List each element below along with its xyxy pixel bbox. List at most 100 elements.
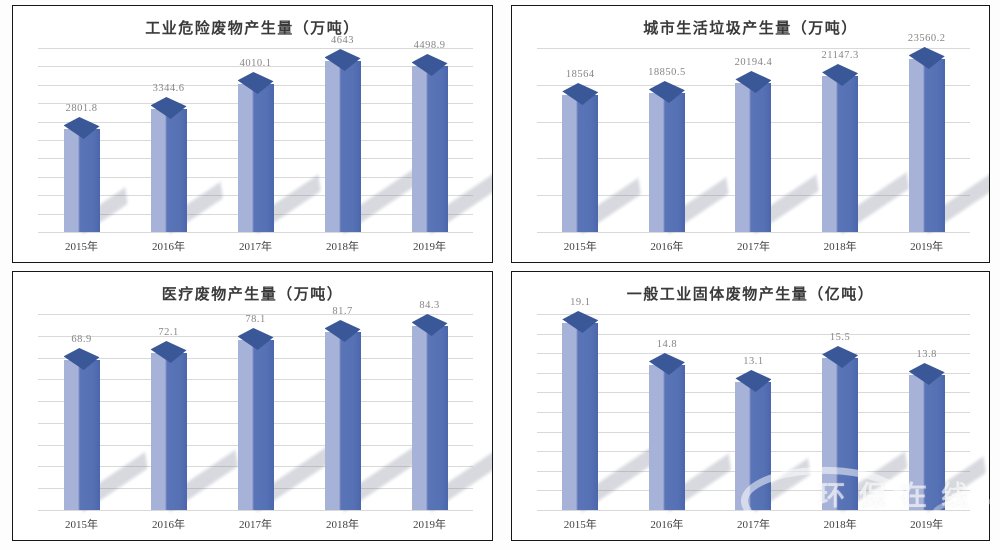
x-axis-label: 2017年	[239, 241, 272, 253]
gridline	[537, 48, 970, 49]
gridline	[537, 333, 970, 335]
x-axis-label: 2016年	[152, 519, 185, 531]
bar-2018年: 21147.3	[821, 50, 910, 234]
bar-front-face	[648, 365, 685, 510]
value-label: 13.8	[916, 349, 937, 360]
bar-2019年: 84.3	[411, 300, 492, 512]
value-label: 4498.9	[413, 40, 446, 51]
bar-front-face	[648, 93, 685, 232]
bar-front-face	[324, 61, 361, 232]
bar-front-face	[822, 76, 859, 232]
chart-title: 医疗废物产生量（万吨）	[161, 287, 344, 303]
gridline	[38, 48, 473, 49]
bar-slot: 3344.6 2016年	[125, 48, 224, 253]
bar-2019年: 23560.2	[908, 33, 989, 234]
x-axis-label: 2019年	[910, 519, 944, 531]
bar-front-face	[150, 353, 187, 510]
bar-front-face	[822, 358, 859, 510]
bar-2016年: 72.1	[150, 327, 239, 512]
value-label: 72.1	[158, 327, 179, 338]
bar-front-face	[324, 332, 361, 510]
bar-2015年: 19.1	[562, 297, 663, 512]
bar-slot: 78.1 2017年	[212, 314, 331, 531]
x-axis-label: 2015年	[563, 241, 597, 253]
bar-slot: 4643 2018年	[299, 35, 419, 253]
bar-slot: 4010.1 2017年	[212, 48, 322, 253]
value-label: 4010.1	[239, 58, 272, 69]
gridline	[38, 314, 473, 315]
bar-front-face	[150, 109, 187, 232]
bar-slot: 13.8 2019年	[883, 314, 987, 531]
bar-slot: 68.9 2015年	[38, 314, 148, 531]
bar-2018年: 81.7	[324, 306, 422, 512]
bar-front-face	[63, 360, 100, 510]
chart-plot: 19.1 2015年 14.8 2016年 13.1 2017年 15.5 2018年 13.8…	[537, 297, 987, 531]
x-axis-label: 2017年	[736, 241, 770, 253]
x-axis-label: 2019年	[413, 519, 446, 531]
bar-slot: 20194.4 2017年	[710, 48, 820, 253]
bar-2017年: 78.1	[237, 314, 331, 512]
x-axis-label: 2018年	[823, 519, 857, 531]
bar-front-face	[237, 84, 274, 232]
value-label: 4643	[331, 35, 354, 46]
bar-2018年: 4643	[324, 35, 419, 234]
bars: 2801.8 2015年 3344.6 2016年 4010.1 2017年 4643 201…	[38, 35, 492, 253]
bar-front-face	[735, 382, 772, 510]
value-label: 23560.2	[907, 33, 946, 44]
gridline	[537, 314, 970, 315]
x-axis-label: 2017年	[239, 519, 272, 531]
value-label: 21147.3	[821, 50, 859, 61]
x-axis-label: 2018年	[326, 519, 359, 531]
bar-2016年: 18850.5	[648, 67, 729, 234]
bar-2019年: 4498.9	[411, 40, 492, 234]
value-label: 3344.6	[152, 83, 185, 94]
bar-2018年: 15.5	[822, 332, 908, 512]
bar-slot: 72.1 2016年	[125, 314, 239, 531]
bar-2016年: 3344.6	[150, 83, 224, 234]
x-axis-label: 2019年	[910, 241, 944, 253]
value-label: 20194.4	[734, 57, 773, 68]
bar-front-face	[63, 129, 100, 232]
bar-slot: 21147.3 2018年	[797, 48, 910, 253]
charts-grid: 工业危险废物产生量（万吨） 2801.8 2015年 3344.6 2016年 4010…	[12, 5, 990, 541]
x-axis-label: 2018年	[823, 241, 857, 253]
gridline	[537, 232, 970, 233]
bar-front-face	[411, 326, 448, 510]
value-label: 2801.8	[65, 103, 98, 114]
bar-slot: 2801.8 2015年	[38, 48, 129, 253]
bar-front-face	[562, 323, 599, 510]
gridline	[537, 510, 970, 511]
value-label: 14.8	[656, 339, 678, 350]
bar-slot: 19.1 2015年	[537, 297, 663, 531]
chart-plot: 68.9 2015年 72.1 2016年 78.1 2017年 81.7 2018年 84.3…	[38, 300, 492, 531]
x-axis-label: 2015年	[563, 519, 597, 531]
value-label: 15.5	[829, 332, 851, 343]
gridline	[38, 510, 473, 511]
bar-slot: 15.5 2018年	[797, 314, 908, 531]
bar-2017年: 4010.1	[237, 58, 322, 234]
chart-title: 一般工业固体废物产生量（亿吨）	[626, 287, 875, 303]
value-label: 81.7	[332, 306, 353, 317]
bars: 18564 2015年 18850.5 2016年 20194.4 2017年 21147.…	[537, 33, 989, 253]
bar-slot: 81.7 2018年	[299, 306, 422, 531]
chart-panel-industrial-hazardous-waste: 工业危险废物产生量（万吨） 2801.8 2015年 3344.6 2016年 4010…	[12, 5, 493, 263]
bar-2019年: 13.8	[908, 349, 987, 512]
bar-slot: 14.8 2016年	[624, 314, 731, 531]
bar-2015年: 68.9	[63, 334, 148, 512]
value-label: 13.1	[743, 356, 764, 367]
bar-slot: 18564 2015年	[537, 48, 641, 253]
value-label: 78.1	[245, 314, 266, 325]
bars: 19.1 2015年 14.8 2016年 13.1 2017年 15.5 2018年 13.8…	[537, 297, 987, 531]
bar-front-face	[562, 95, 599, 232]
value-label: 19.1	[570, 297, 591, 308]
bar-2017年: 13.1	[735, 356, 811, 512]
bar-front-face	[908, 375, 945, 510]
bar-slot: 84.3 2019年	[386, 300, 492, 531]
x-axis-label: 2015年	[65, 519, 98, 531]
x-axis-label: 2015年	[65, 241, 98, 253]
bar-2016年: 14.8	[648, 339, 731, 512]
x-axis-label: 2016年	[650, 519, 684, 531]
x-axis-label: 2016年	[650, 241, 684, 253]
chart-title: 工业危险废物产生量（万吨）	[145, 21, 360, 37]
